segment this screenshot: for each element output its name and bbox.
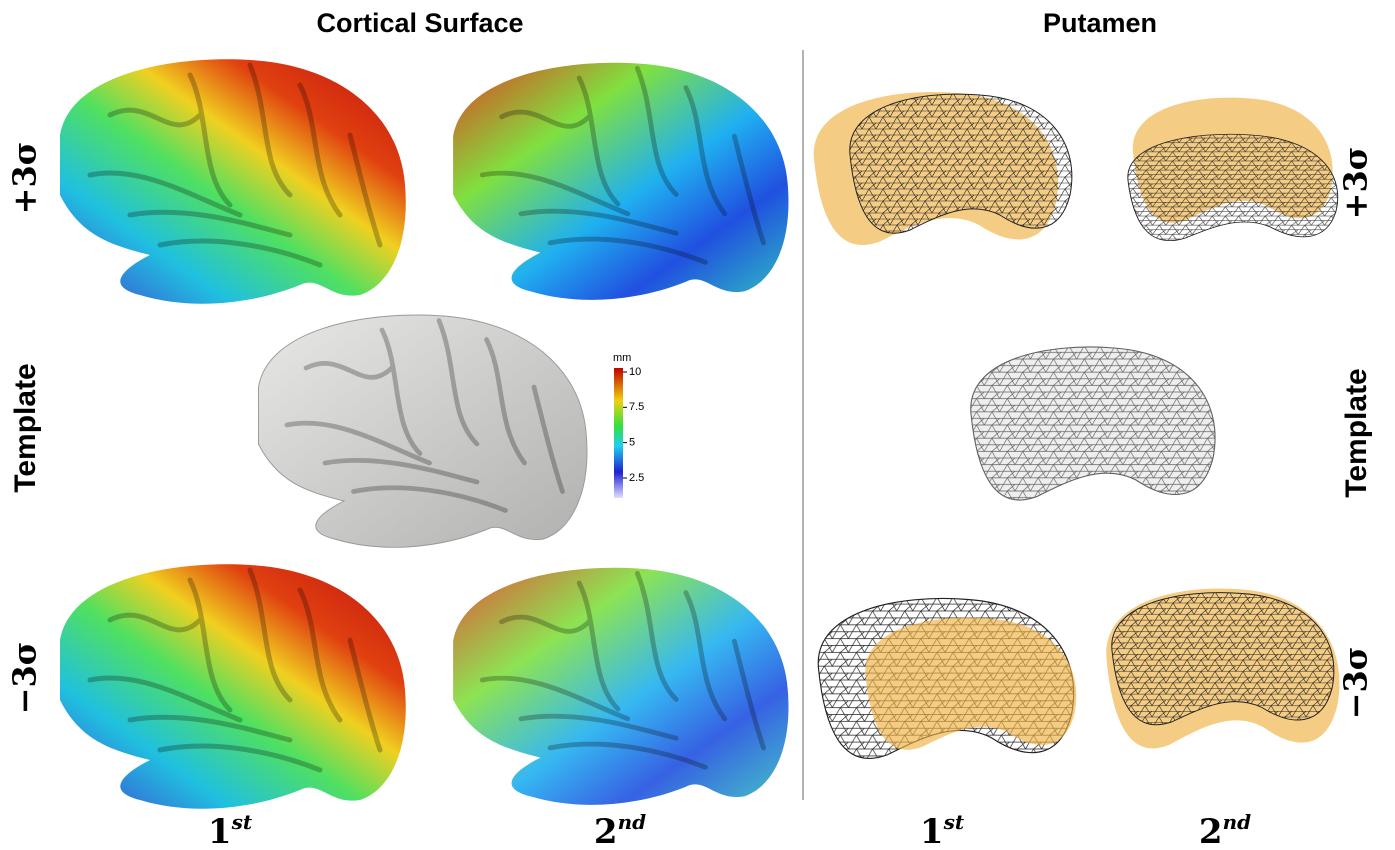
colorbar-tick-label: 10	[629, 366, 641, 378]
column-label-sup: st	[943, 810, 965, 834]
colorbar-tick-label: 2.5	[629, 472, 644, 484]
colorbar-tick-label: 5	[629, 437, 635, 449]
row-label: +3σ	[1337, 147, 1375, 220]
colorbar-tick-label: 7.5	[629, 401, 644, 413]
row-label: +3σ	[6, 142, 44, 215]
row-label: −3σ	[1337, 647, 1375, 720]
brain-template	[258, 314, 588, 548]
column-label-base: 1	[208, 812, 232, 850]
column-label: 2nd	[1199, 810, 1251, 850]
right-title: Putamen	[1043, 8, 1157, 38]
row-label: −3σ	[6, 642, 44, 715]
column-label: 1st	[920, 810, 965, 850]
putamen	[813, 91, 1073, 246]
row-label: Template	[9, 363, 42, 492]
column-label-sup: nd	[618, 810, 647, 834]
putamen	[1106, 588, 1340, 749]
column-label-sup: nd	[1223, 810, 1252, 834]
putamen	[817, 597, 1077, 759]
column-label-sup: st	[231, 810, 253, 834]
row-label: Template	[1340, 368, 1373, 497]
brain	[453, 567, 789, 805]
brain	[453, 62, 789, 300]
column-label-base: 2	[594, 812, 618, 850]
colorbar-gradient	[614, 368, 623, 498]
column-label-base: 1	[920, 812, 944, 850]
putamen-template	[970, 346, 1216, 501]
brain	[60, 59, 406, 304]
left-title: Cortical Surface	[316, 8, 523, 38]
colorbar: mm 10 7.5 5 2.5	[613, 352, 644, 498]
column-label-base: 2	[1199, 812, 1223, 850]
putamen	[1127, 97, 1339, 242]
brain	[60, 564, 406, 809]
colorbar-unit: mm	[613, 352, 631, 364]
column-label: 1st	[208, 810, 253, 850]
column-label: 2nd	[594, 810, 646, 850]
